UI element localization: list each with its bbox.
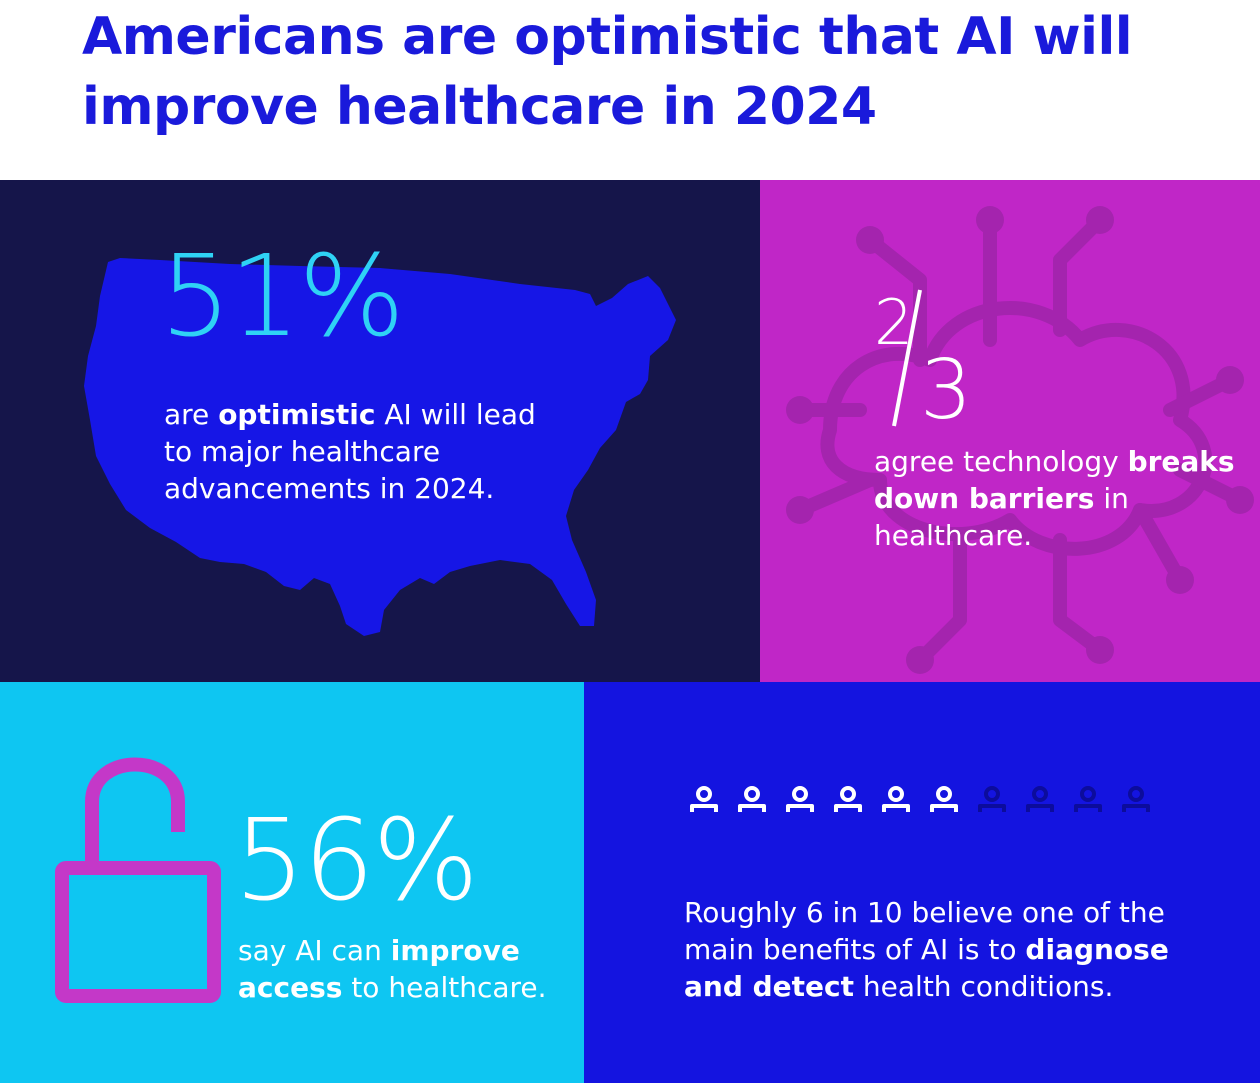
person-icon [834,786,862,812]
person-icon [1074,786,1102,812]
person-icon [738,786,766,812]
person-icon [930,786,958,812]
person-icon [978,786,1006,812]
fraction-numerator: 2 [874,286,913,359]
stat-description: say AI can improve access to healthcare. [238,934,547,1004]
fraction-denominator: 3 [920,343,972,438]
stat-panel-people: Roughly 6 in 10 believe one of the main … [584,682,1260,1083]
circuit-brain-icon [786,206,1254,674]
fraction-slash [892,289,922,427]
page-title: Americans are optimistic that AI will im… [82,7,1133,137]
open-padlock-icon [55,757,221,1003]
stat-panel-lock: 56% say AI can improve access to healthc… [0,682,584,1083]
person-icon [882,786,910,812]
stat-description: are optimistic AI will lead to major hea… [164,398,536,505]
header: Americans are optimistic that AI will im… [0,0,1260,180]
us-map-icon [84,258,676,636]
people-row [690,786,1150,812]
stat-value: 56% [234,796,479,926]
stat-panel-circuit: 2 3 agree technology breaks down barrier… [760,180,1260,682]
stat-description: agree technology breaks down barriers in… [874,445,1235,552]
person-icon [1122,786,1150,812]
person-icon [786,786,814,812]
person-icon [1026,786,1054,812]
person-icon [690,786,718,812]
stat-description: Roughly 6 in 10 believe one of the main … [684,896,1169,1003]
stat-panel-map: 51% are optimistic AI will lead to major… [0,180,760,682]
stat-value: 51% [160,232,405,362]
